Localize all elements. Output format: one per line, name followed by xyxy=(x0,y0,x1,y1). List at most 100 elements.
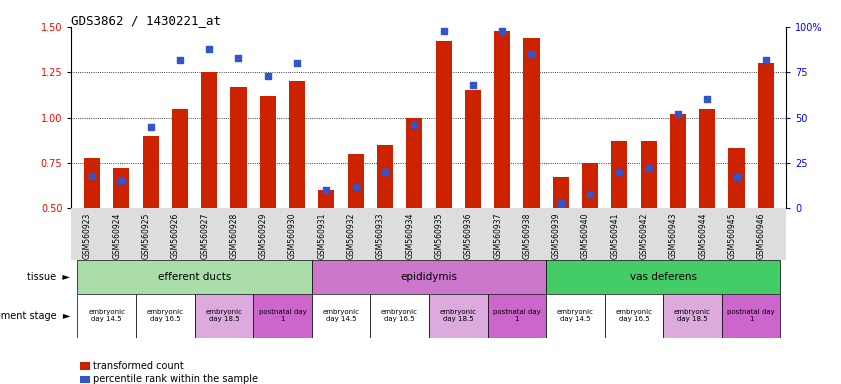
Text: GSM560932: GSM560932 xyxy=(346,212,356,259)
Text: GSM560940: GSM560940 xyxy=(581,212,590,259)
Bar xyxy=(758,63,774,208)
Text: development stage  ►: development stage ► xyxy=(0,311,70,321)
Text: embryonic
day 18.5: embryonic day 18.5 xyxy=(674,310,711,323)
Point xyxy=(436,27,450,33)
Bar xyxy=(84,157,100,208)
Bar xyxy=(670,114,686,208)
Text: embryonic
day 18.5: embryonic day 18.5 xyxy=(440,310,477,323)
Point xyxy=(349,184,362,190)
Bar xyxy=(465,90,481,208)
Text: postnatal day
1: postnatal day 1 xyxy=(727,310,775,323)
Point xyxy=(232,55,246,61)
Point xyxy=(320,187,333,193)
Text: GSM560941: GSM560941 xyxy=(611,212,619,259)
Text: GDS3862 / 1430221_at: GDS3862 / 1430221_at xyxy=(71,14,221,27)
Bar xyxy=(142,136,159,208)
Text: epididymis: epididymis xyxy=(400,272,458,282)
Text: embryonic
day 16.5: embryonic day 16.5 xyxy=(146,310,183,323)
Bar xyxy=(312,294,370,338)
Bar xyxy=(495,30,510,208)
Text: embryonic
day 16.5: embryonic day 16.5 xyxy=(616,310,653,323)
Text: embryonic
day 14.5: embryonic day 14.5 xyxy=(88,310,125,323)
Point xyxy=(85,172,98,179)
Bar xyxy=(114,169,130,208)
Bar xyxy=(488,294,546,338)
Bar xyxy=(318,190,335,208)
Text: percentile rank within the sample: percentile rank within the sample xyxy=(93,374,257,384)
Text: GSM560933: GSM560933 xyxy=(376,212,385,259)
Bar xyxy=(436,41,452,208)
Point xyxy=(525,51,538,57)
Point xyxy=(730,174,743,180)
Point xyxy=(671,111,685,117)
Bar xyxy=(641,141,657,208)
Text: GSM560946: GSM560946 xyxy=(757,212,766,259)
Text: GSM560928: GSM560928 xyxy=(230,212,239,259)
Bar xyxy=(664,294,722,338)
Text: GSM560945: GSM560945 xyxy=(727,212,737,259)
Point xyxy=(203,46,216,52)
Point xyxy=(612,169,626,175)
Point xyxy=(261,73,274,79)
Bar xyxy=(582,163,598,208)
Bar xyxy=(194,294,253,338)
Text: GSM560929: GSM560929 xyxy=(259,212,267,259)
Text: GSM560937: GSM560937 xyxy=(493,212,502,259)
Text: postnatal day
1: postnatal day 1 xyxy=(258,310,306,323)
Bar xyxy=(546,294,605,338)
Text: tissue  ►: tissue ► xyxy=(27,272,70,282)
Text: transformed count: transformed count xyxy=(93,361,183,371)
Bar xyxy=(523,38,540,208)
Bar xyxy=(347,154,363,208)
Bar xyxy=(136,294,194,338)
Point xyxy=(495,27,509,33)
Text: GSM560939: GSM560939 xyxy=(552,212,561,259)
Text: GSM560925: GSM560925 xyxy=(141,212,151,259)
Text: embryonic
day 18.5: embryonic day 18.5 xyxy=(205,310,242,323)
Text: GSM560927: GSM560927 xyxy=(200,212,209,259)
Text: GSM560938: GSM560938 xyxy=(522,212,532,259)
Text: GSM560944: GSM560944 xyxy=(698,212,707,259)
Text: postnatal day
1: postnatal day 1 xyxy=(493,310,541,323)
Bar xyxy=(722,294,780,338)
Text: GSM560936: GSM560936 xyxy=(464,212,473,259)
Bar xyxy=(253,294,312,338)
Bar xyxy=(172,109,188,208)
Bar xyxy=(77,260,312,294)
Point xyxy=(701,96,714,103)
Text: GSM560942: GSM560942 xyxy=(640,212,648,259)
Text: GSM560931: GSM560931 xyxy=(317,212,326,259)
Bar xyxy=(699,109,716,208)
Point xyxy=(290,60,304,66)
Point xyxy=(408,122,421,128)
Text: embryonic
day 14.5: embryonic day 14.5 xyxy=(322,310,359,323)
Text: embryonic
day 14.5: embryonic day 14.5 xyxy=(557,310,594,323)
Bar xyxy=(230,87,246,208)
Point xyxy=(144,124,157,130)
Point xyxy=(173,56,187,63)
Point xyxy=(466,82,479,88)
Bar xyxy=(406,118,422,208)
Text: GSM560934: GSM560934 xyxy=(405,212,415,259)
Bar xyxy=(260,96,276,208)
Bar xyxy=(429,294,488,338)
Bar xyxy=(77,294,136,338)
Bar xyxy=(728,149,744,208)
Bar xyxy=(312,260,546,294)
Bar xyxy=(201,72,217,208)
Point xyxy=(759,56,773,63)
Bar xyxy=(546,260,780,294)
Text: GSM560943: GSM560943 xyxy=(669,212,678,259)
Text: GSM560935: GSM560935 xyxy=(435,212,443,259)
Bar xyxy=(377,145,393,208)
Bar xyxy=(370,294,429,338)
Text: GSM560926: GSM560926 xyxy=(171,212,180,259)
Text: embryonic
day 16.5: embryonic day 16.5 xyxy=(381,310,418,323)
Text: GSM560930: GSM560930 xyxy=(288,212,297,259)
Text: GSM560923: GSM560923 xyxy=(83,212,92,259)
Text: efferent ducts: efferent ducts xyxy=(158,272,231,282)
Bar xyxy=(611,141,627,208)
Bar xyxy=(553,177,569,208)
Point xyxy=(378,169,392,175)
Point xyxy=(114,178,128,184)
